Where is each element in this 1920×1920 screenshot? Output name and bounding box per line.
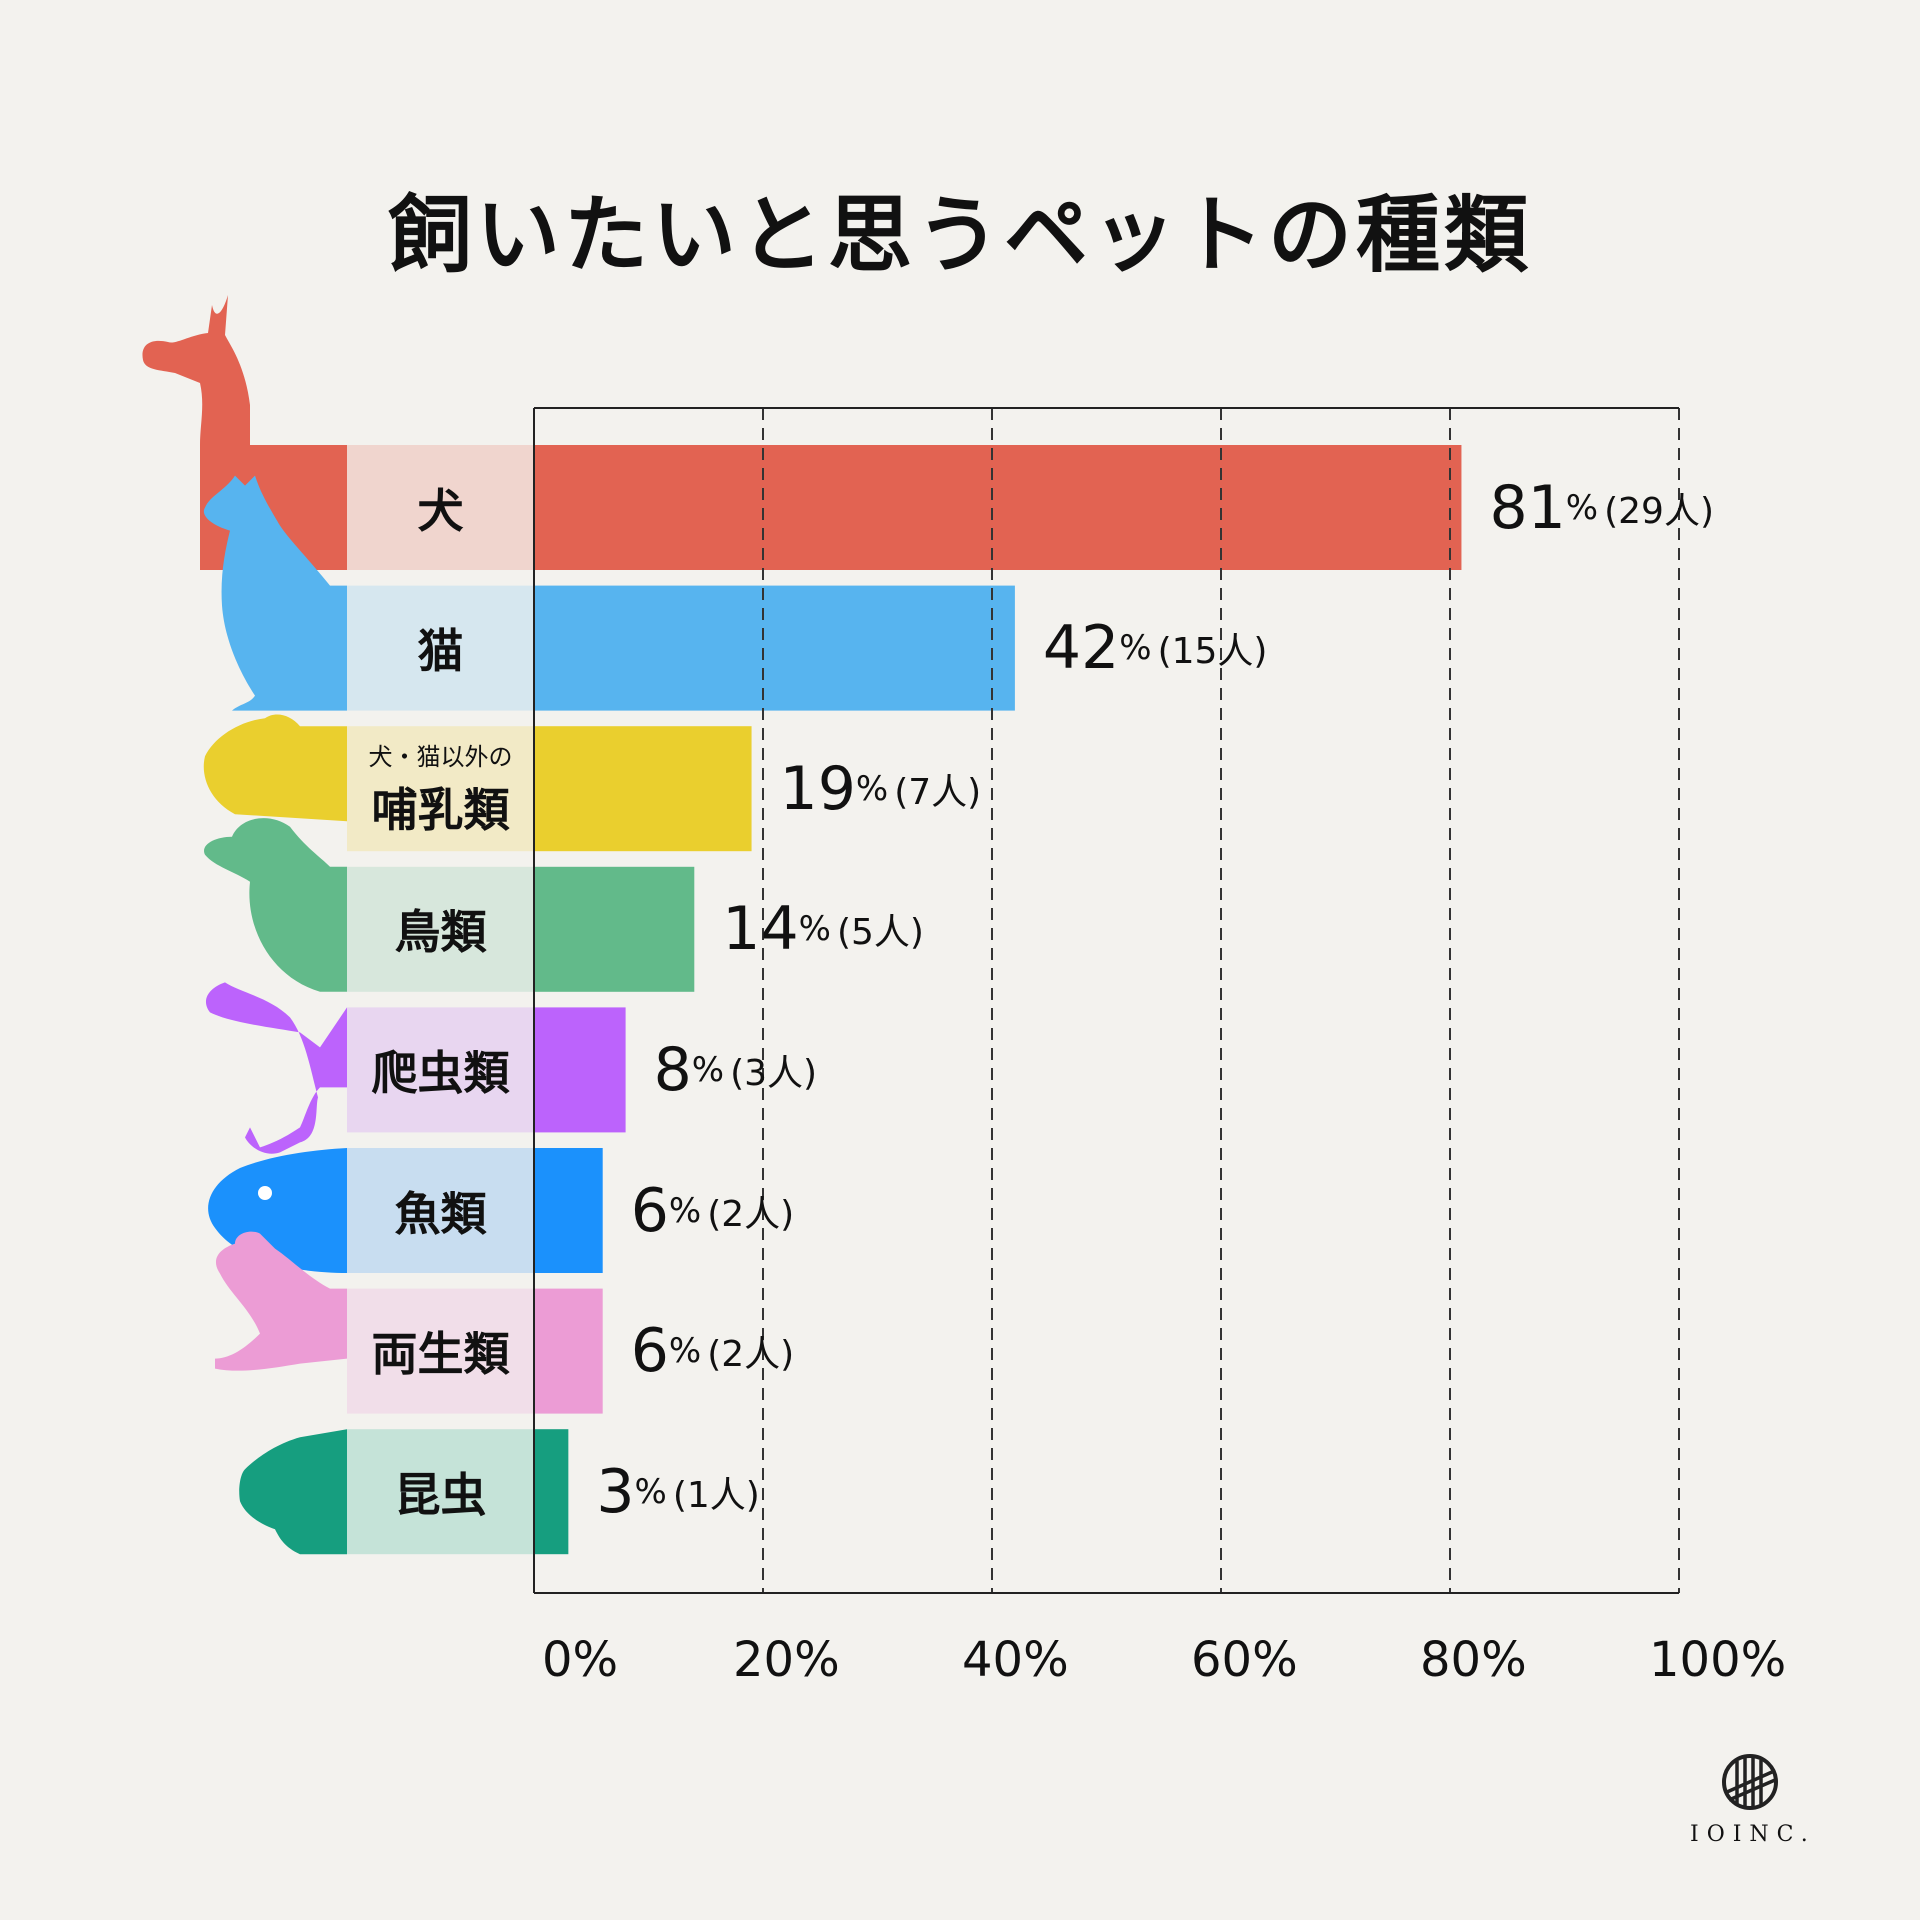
data-label-count: (7人)	[894, 771, 982, 813]
bar	[534, 866, 695, 992]
bar	[534, 1429, 569, 1555]
data-label-percent: %	[855, 768, 889, 809]
category-label-box	[347, 726, 534, 852]
category-label-box	[347, 1429, 534, 1555]
x-tick-label: 20%	[733, 1632, 840, 1688]
lizard-icon	[205, 982, 347, 1154]
data-label-value: 6	[630, 1316, 669, 1387]
data-label: 42% (15人)	[1043, 586, 1268, 711]
category-name: 犬	[417, 483, 464, 538]
category-label-box	[347, 1288, 534, 1414]
category-label: 鳥類	[347, 867, 534, 992]
x-tick-label: 80%	[1420, 1632, 1527, 1688]
hamster-icon	[203, 714, 347, 822]
category-label-box	[347, 1007, 534, 1133]
data-label-percent: %	[798, 909, 831, 950]
logo-mark-icon	[1722, 1754, 1778, 1810]
data-label: 19% (7人)	[780, 726, 982, 851]
data-label: 14% (5人)	[722, 867, 924, 992]
data-label-count: (29人)	[1604, 490, 1715, 532]
data-label: 81% (29人)	[1489, 445, 1714, 570]
category-label: 猫	[347, 586, 534, 711]
category-label-box	[347, 445, 534, 570]
category-label-box	[347, 585, 534, 711]
x-tick-label: 40%	[962, 1632, 1069, 1688]
data-label-value: 3	[596, 1456, 635, 1527]
fish-eye-icon	[258, 1186, 272, 1200]
chart-title: 飼いたいと思うペットの種類	[387, 186, 1532, 284]
frog-icon	[215, 1231, 347, 1371]
category-name: 哺乳類	[371, 783, 510, 838]
data-label-value: 14	[722, 894, 799, 965]
category-name: 昆虫	[394, 1467, 487, 1522]
bar	[534, 445, 1462, 570]
logo-text: IOINC.	[1690, 1822, 1816, 1847]
data-label: 3% (1人)	[596, 1429, 760, 1554]
data-label-percent: %	[1565, 487, 1599, 528]
data-label-count: (3人)	[730, 1052, 818, 1094]
data-label-count: (5人)	[836, 912, 924, 954]
beetle-icon	[239, 1429, 347, 1555]
data-label-value: 19	[779, 753, 856, 824]
category-name: 両生類	[371, 1327, 510, 1382]
category-label: 犬	[347, 445, 534, 570]
data-label-count: (2人)	[707, 1193, 795, 1235]
category-name: 魚類	[394, 1186, 487, 1241]
bar	[534, 1288, 603, 1414]
data-label-count: (15人)	[1157, 631, 1268, 673]
category-label: 犬・猫以外の 哺乳類	[347, 726, 534, 851]
data-label: 6% (2人)	[631, 1289, 795, 1414]
category-name: 爬虫類	[371, 1045, 510, 1100]
data-label-value: 6	[630, 1175, 669, 1246]
data-label-count: (2人)	[707, 1334, 795, 1376]
data-label-percent: %	[691, 1049, 725, 1090]
x-tick-label: 60%	[1191, 1632, 1298, 1688]
category-label: 爬虫類	[347, 1007, 534, 1132]
data-label-value: 42	[1042, 613, 1120, 684]
data-label-value: 8	[653, 1034, 692, 1105]
data-label-count: (1人)	[672, 1474, 760, 1516]
category-label: 両生類	[347, 1289, 534, 1414]
bird-icon	[204, 818, 347, 992]
bar	[534, 1148, 603, 1273]
x-tick-label: 0%	[542, 1632, 619, 1688]
x-tick-label: 100%	[1649, 1632, 1787, 1688]
company-logo: IOINC.	[1690, 1752, 1810, 1847]
data-label-percent: %	[634, 1471, 667, 1512]
data-label: 6% (2人)	[631, 1148, 795, 1273]
cat-icon	[203, 475, 347, 711]
bar	[534, 726, 752, 852]
bar	[534, 1007, 626, 1133]
data-label-value: 81	[1489, 472, 1566, 543]
category-label-box	[347, 866, 534, 992]
category-sublabel: 犬・猫以外の	[368, 743, 513, 772]
category-label-box	[347, 1148, 534, 1273]
category-label: 昆虫	[347, 1429, 534, 1554]
category-name: 鳥類	[394, 905, 487, 960]
dog-icon	[142, 295, 347, 570]
category-name: 猫	[417, 624, 464, 679]
bar	[534, 585, 1015, 711]
data-label-percent: %	[668, 1190, 702, 1231]
data-label-percent: %	[1119, 628, 1152, 669]
data-label-percent: %	[668, 1331, 702, 1372]
category-label: 魚類	[347, 1148, 534, 1273]
data-label: 8% (3人)	[654, 1007, 818, 1132]
